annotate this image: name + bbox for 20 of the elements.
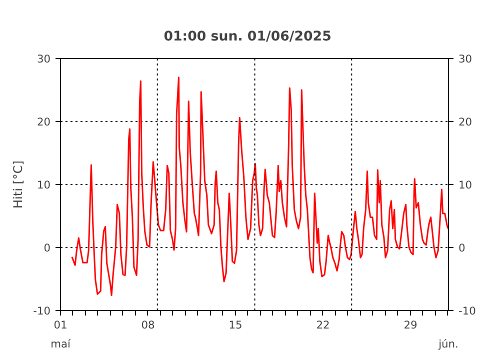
x-tick-label: 15	[228, 318, 242, 332]
text: jún.	[438, 338, 458, 350]
y-axis-title: Hiti [°C]	[11, 160, 26, 208]
x-tick-label: 08	[141, 318, 155, 332]
y2-tick-label: 10	[458, 178, 472, 192]
y2-tick-label: 30	[458, 52, 472, 66]
y-tick-label: 10	[36, 178, 51, 192]
y2-tick-label: 0	[458, 242, 466, 254]
y-tick-label: 0	[44, 242, 51, 254]
line-series	[71, 76, 448, 296]
x-tick-label: 29	[404, 318, 418, 332]
y-tick-label: -10	[33, 304, 51, 318]
y-tick-label: 30	[36, 52, 51, 66]
y2-tick-label: 20	[458, 116, 472, 128]
y-tick-label: 20	[36, 116, 51, 128]
chart-title: 01:00 sun. 01/06/2025	[164, 30, 332, 44]
y2-tick-label: -10	[458, 304, 476, 318]
text: maí	[50, 338, 72, 350]
x-tick-label: 01	[54, 318, 68, 332]
x-tick-label: 22	[316, 318, 330, 332]
